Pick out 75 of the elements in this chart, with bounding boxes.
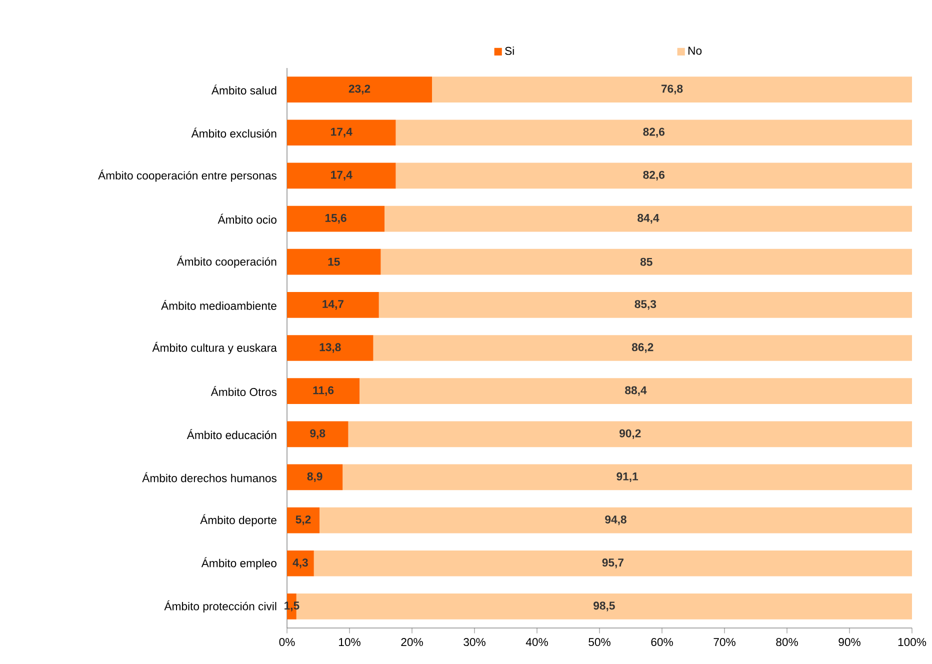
y-tick-label: Ámbito derechos humanos [142,472,277,482]
bar [396,120,912,146]
data-label: 76,8 [661,84,683,94]
x-tick-label: 60% [651,638,673,646]
data-label: 13,8 [320,343,341,353]
bar [373,335,912,361]
data-label: 11,6 [313,386,334,396]
data-label: 5,2 [296,515,311,526]
bar [287,292,379,318]
bar [287,550,314,576]
data-label: 85,3 [634,300,656,310]
bar [287,335,374,361]
x-tick-label: 100% [898,638,926,646]
bar [287,76,432,102]
y-tick-label: Ámbito Otros [210,386,277,396]
x-tick-label: 10% [339,638,360,646]
x-tick-label: 30% [464,638,486,646]
data-label: 17,4 [331,170,352,180]
bar [432,76,912,102]
legend-label: No [688,46,702,55]
bar [287,421,348,448]
bar [314,550,912,576]
x-tick-label: 20% [401,638,423,646]
bar [287,206,385,232]
y-tick-label: Ámbito medioambiente [161,300,276,310]
y-tick-label: Ámbito deporte [200,514,276,526]
data-label: 15 [328,258,340,266]
data-label: 17,4 [331,128,352,138]
bar [320,507,912,534]
x-tick-label: 80% [776,638,798,646]
bar [342,464,912,490]
x-tick-label: 0% [279,638,295,646]
y-tick-label: Ámbito cooperación [176,256,276,268]
data-label: 8,9 [307,472,322,482]
x-tick-label: 50% [588,638,610,646]
y-tick-label: Ámbito ocio [218,214,276,224]
y-tick-label: Ámbito salud [211,84,276,94]
data-label: 15,6 [325,214,346,224]
bar [287,378,360,404]
data-label: 82,6 [643,128,664,138]
x-tick-label: 90% [838,638,860,646]
bar [380,248,912,275]
data-label: 91,1 [616,472,638,482]
data-label: 82,6 [643,170,664,181]
bar [287,464,343,490]
bar [287,162,396,189]
data-label: 84,4 [638,214,660,224]
data-label: 86,2 [632,343,654,353]
bar [384,206,912,232]
bar [287,120,396,146]
bar [378,292,912,318]
data-label: 85 [640,258,652,266]
data-label: 14,7 [322,300,344,310]
y-tick-label: Ámbito exclusión [191,128,276,138]
data-label: 94,8 [605,515,626,526]
data-label: 98,5 [594,602,615,612]
x-tick-label: 70% [714,638,736,646]
data-label: 9,8 [310,429,326,439]
data-label: 88,4 [625,386,647,396]
x-tick-label: 40% [526,638,548,646]
data-label: 4,3 [292,558,308,568]
legend-label: Si [505,46,514,55]
bar [287,507,320,534]
data-label: 95,7 [602,558,624,568]
bar [396,162,912,189]
y-tick-label: Ámbito educación [186,429,276,440]
data-label: 90,2 [619,429,641,439]
y-tick-label: Ámbito cooperación entre personas [98,170,277,182]
data-label: 23,2 [348,84,370,94]
y-tick-label: Ámbito cultura y euskara [152,342,277,354]
bar [287,248,381,275]
bar [348,421,912,448]
bar [360,378,912,404]
y-tick-label: Ámbito empleo [201,557,276,570]
y-tick-label: Ámbito protección civil [164,600,276,613]
